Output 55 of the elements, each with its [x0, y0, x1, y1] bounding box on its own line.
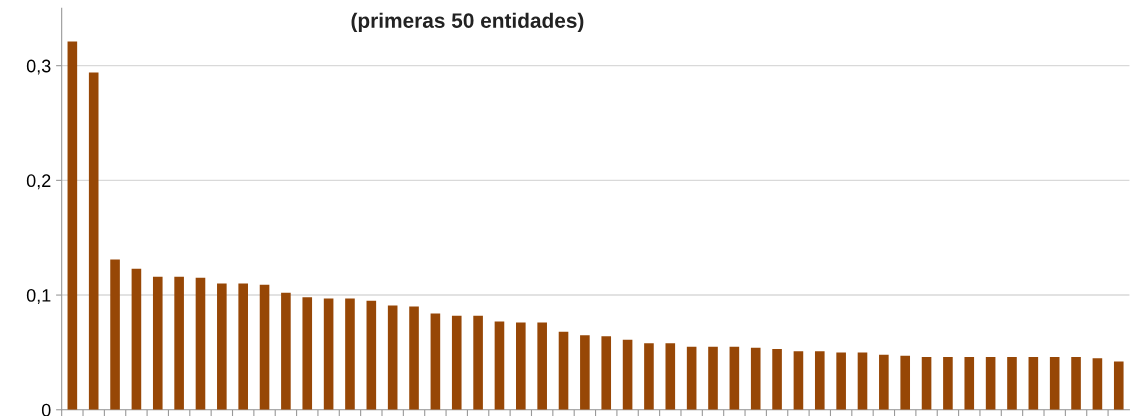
- bar: [345, 298, 355, 410]
- bar: [430, 313, 441, 410]
- bar: [259, 284, 270, 410]
- y-tick-label: 0,3: [26, 59, 51, 75]
- bar: [879, 354, 889, 410]
- bar: [580, 335, 590, 410]
- bar: [558, 331, 569, 410]
- bar: [750, 347, 761, 410]
- bar: [665, 343, 676, 410]
- bar: [1049, 357, 1060, 410]
- y-tick-label: 0,2: [26, 174, 51, 190]
- bar: [601, 336, 612, 410]
- y-tick-label: 0: [41, 403, 51, 416]
- bar: [409, 306, 419, 410]
- bar: [814, 351, 825, 410]
- bar: [323, 298, 334, 410]
- bar: [110, 259, 120, 410]
- bar: [900, 355, 911, 410]
- bar: [88, 72, 99, 410]
- y-tick-label: 0,1: [26, 289, 51, 304]
- bar: [238, 283, 248, 410]
- bar: [473, 315, 483, 410]
- bar: [943, 357, 953, 410]
- bar: [686, 346, 697, 410]
- bar: [195, 277, 206, 410]
- bar: [1113, 361, 1124, 410]
- bar: [174, 276, 184, 410]
- bar: [622, 339, 633, 410]
- bar: [1071, 357, 1081, 410]
- bar: [644, 343, 654, 410]
- bar: [302, 297, 313, 410]
- bar: [67, 41, 78, 410]
- bar: [1007, 357, 1017, 410]
- bar: [1028, 357, 1039, 410]
- bar: [494, 321, 505, 410]
- bar: [152, 276, 163, 410]
- bar: [281, 292, 291, 410]
- bar: [131, 268, 142, 410]
- bar: [772, 348, 782, 410]
- bar: [921, 357, 932, 410]
- bar: [217, 283, 227, 410]
- bar: [1092, 358, 1103, 410]
- bar: [857, 352, 868, 410]
- bar: [387, 305, 398, 410]
- bar: [985, 357, 996, 410]
- bar: [836, 352, 846, 410]
- bar: [793, 351, 804, 410]
- bar: [537, 322, 547, 410]
- bar: [708, 346, 718, 410]
- chart-title: (primeras 50 entidades): [351, 12, 584, 33]
- bar: [366, 300, 377, 410]
- bar: [451, 315, 462, 410]
- bar: [964, 357, 975, 410]
- bar: [729, 346, 740, 410]
- bar: [516, 322, 526, 410]
